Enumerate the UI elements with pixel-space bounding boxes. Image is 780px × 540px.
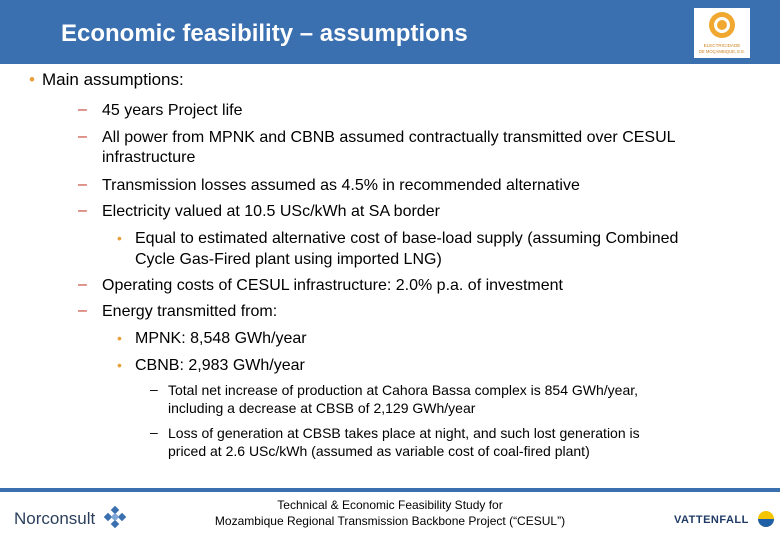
dash-bullet-small: –	[150, 381, 158, 397]
logo-text-1: ELECTRICIDADE	[704, 43, 741, 48]
list-item: Operating costs of CESUL infrastructure:…	[102, 277, 563, 294]
list-item: Energy transmitted from:	[102, 303, 278, 320]
dash-bullet-small: –	[150, 424, 158, 440]
sub-list-item: CBNB: 2,983 GWh/year	[135, 357, 305, 374]
main-bullet: Main assumptions:	[42, 70, 184, 89]
dash-bullet: –	[78, 101, 87, 118]
footer-line-2: Mozambique Regional Transmission Backbon…	[214, 514, 566, 528]
dash-bullet: –	[78, 176, 87, 193]
list-item: All power from MPNK and CBNB assumed con…	[102, 129, 676, 146]
list-item: Transmission losses assumed as 4.5% in r…	[102, 177, 580, 194]
sub-list-item-continuation: Cycle Gas-Fired plant using imported LNG…	[135, 251, 442, 268]
footer-divider	[0, 488, 780, 492]
list-item-continuation: infrastructure	[102, 149, 196, 166]
slide-title: Economic feasibility – assumptions	[61, 20, 468, 47]
vattenfall-logo-icon	[758, 511, 775, 527]
dash-bullet: –	[78, 128, 87, 145]
edm-logo-icon: ELECTRICIDADE DE MOÇAMBIQUE, E.E.	[699, 12, 745, 54]
dash-bullet: –	[78, 202, 87, 219]
sub-sub-list-item: Total net increase of production at Caho…	[168, 382, 639, 398]
sub-sub-list-item-continuation: priced at 2.6 USc/kWh (assumed as variab…	[168, 443, 590, 459]
edm-logo: ELECTRICIDADE DE MOÇAMBIQUE, E.E.	[694, 8, 750, 58]
sub-bullet-dot: •	[117, 230, 122, 246]
norconsult-logo-icon	[103, 505, 127, 529]
footer-line-1: Technical & Economic Feasibility Study f…	[277, 498, 503, 512]
list-item: Electricity valued at 10.5 USc/kWh at SA…	[102, 203, 440, 220]
sub-bullet-dot: •	[117, 330, 122, 346]
footer-text: Technical & Economic Feasibility Study f…	[150, 497, 630, 529]
norconsult-logo: Norconsult	[14, 505, 127, 529]
slide-header: Economic feasibility – assumptions ELECT…	[0, 0, 780, 64]
logo-text-2: DE MOÇAMBIQUE, E.E.	[699, 49, 745, 54]
vattenfall-logo: VATTENFALL	[674, 510, 777, 528]
dash-bullet: –	[78, 276, 87, 293]
bullet-dot: •	[29, 70, 35, 89]
list-item: 45 years Project life	[102, 102, 243, 119]
dash-bullet: –	[78, 302, 87, 319]
norconsult-wordmark: Norconsult	[14, 509, 96, 528]
sub-list-item: Equal to estimated alternative cost of b…	[135, 230, 679, 247]
sub-bullet-dot: •	[117, 357, 122, 373]
sub-list-item: MPNK: 8,548 GWh/year	[135, 330, 307, 347]
sub-sub-list-item: Loss of generation at CBSB takes place a…	[168, 425, 640, 441]
sub-sub-list-item-continuation: including a decrease at CBSB of 2,129 GW…	[168, 400, 476, 416]
vattenfall-wordmark: VATTENFALL	[674, 514, 749, 526]
